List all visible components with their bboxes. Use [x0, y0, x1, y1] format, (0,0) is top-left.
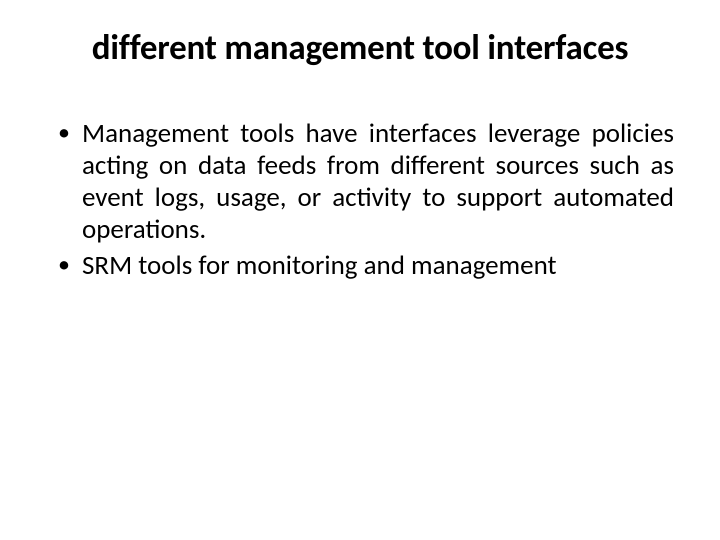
list-item: SRM tools for monitoring and management — [54, 250, 674, 282]
list-item: Management tools have interfaces leverag… — [54, 118, 674, 245]
slide: different management tool interfaces Man… — [0, 0, 720, 540]
slide-body: Management tools have interfaces leverag… — [46, 118, 674, 281]
slide-title: different management tool interfaces — [46, 28, 674, 68]
bullet-list: Management tools have interfaces leverag… — [54, 118, 674, 281]
